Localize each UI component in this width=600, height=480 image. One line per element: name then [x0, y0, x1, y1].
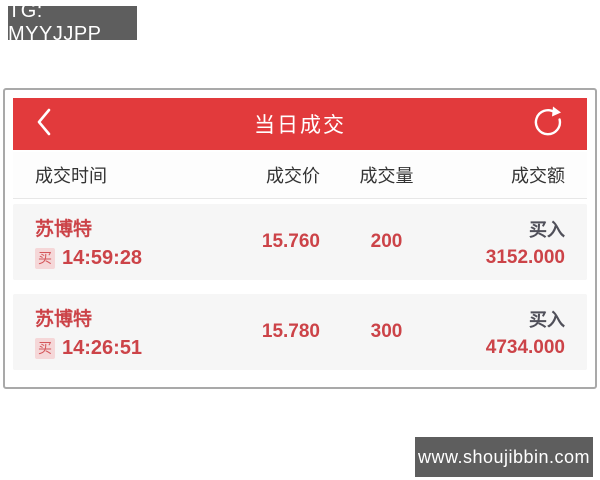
stock-name: 苏博特 [35, 309, 93, 330]
trade-row[interactable]: 苏博特 买 14:26:51 15.780 300 买入 4734.000 [13, 294, 587, 370]
trade-amount: 4734.000 [485, 336, 565, 358]
column-header-amount: 成交额 [511, 166, 565, 186]
buy-badge: 买 [35, 248, 55, 269]
trade-price: 15.780 [261, 321, 320, 342]
trade-time-cell: 苏博特 买 14:26:51 [35, 304, 210, 360]
trade-time: 14:26:51 [62, 337, 143, 359]
trade-time-cell: 苏博特 买 14:59:28 [35, 214, 210, 270]
column-header-volume: 成交量 [359, 166, 414, 186]
column-header-price: 成交价 [266, 166, 320, 186]
watermark-website: www.shoujibbin.com [415, 437, 593, 477]
trade-direction: 买入 [529, 219, 565, 240]
refresh-button[interactable] [525, 98, 571, 150]
chevron-left-icon [33, 106, 55, 143]
refresh-icon [531, 105, 565, 144]
stock-name: 苏博特 [35, 219, 93, 240]
watermark-telegram-label: TG: MYYJJPP [8, 0, 102, 45]
trade-amount-cell: 买入 4734.000 [453, 306, 565, 359]
watermark-telegram: TG: MYYJJPP [8, 0, 137, 45]
trade-direction: 买入 [529, 309, 565, 330]
trades-panel: 当日成交 成交时间 成交价 成交量 成交额 苏博特 买 14:59:28 15.… [3, 88, 597, 389]
column-header-time: 成交时间 [35, 166, 107, 186]
table-header-row: 成交时间 成交价 成交量 成交额 [13, 152, 587, 199]
page-title: 当日成交 [254, 114, 346, 137]
watermark-website-label: www.shoujibbin.com [417, 446, 591, 467]
buy-badge: 买 [35, 338, 55, 359]
trade-time: 14:59:28 [62, 247, 143, 269]
app-bar: 当日成交 [13, 98, 587, 150]
trade-row[interactable]: 苏博特 买 14:59:28 15.760 200 买入 3152.000 [13, 204, 587, 280]
trade-price: 15.760 [261, 231, 320, 252]
trade-volume: 300 [370, 321, 403, 342]
trade-amount-cell: 买入 3152.000 [453, 216, 565, 269]
back-button[interactable] [21, 98, 67, 150]
trade-amount: 3152.000 [485, 246, 565, 268]
trade-volume: 200 [370, 231, 403, 252]
